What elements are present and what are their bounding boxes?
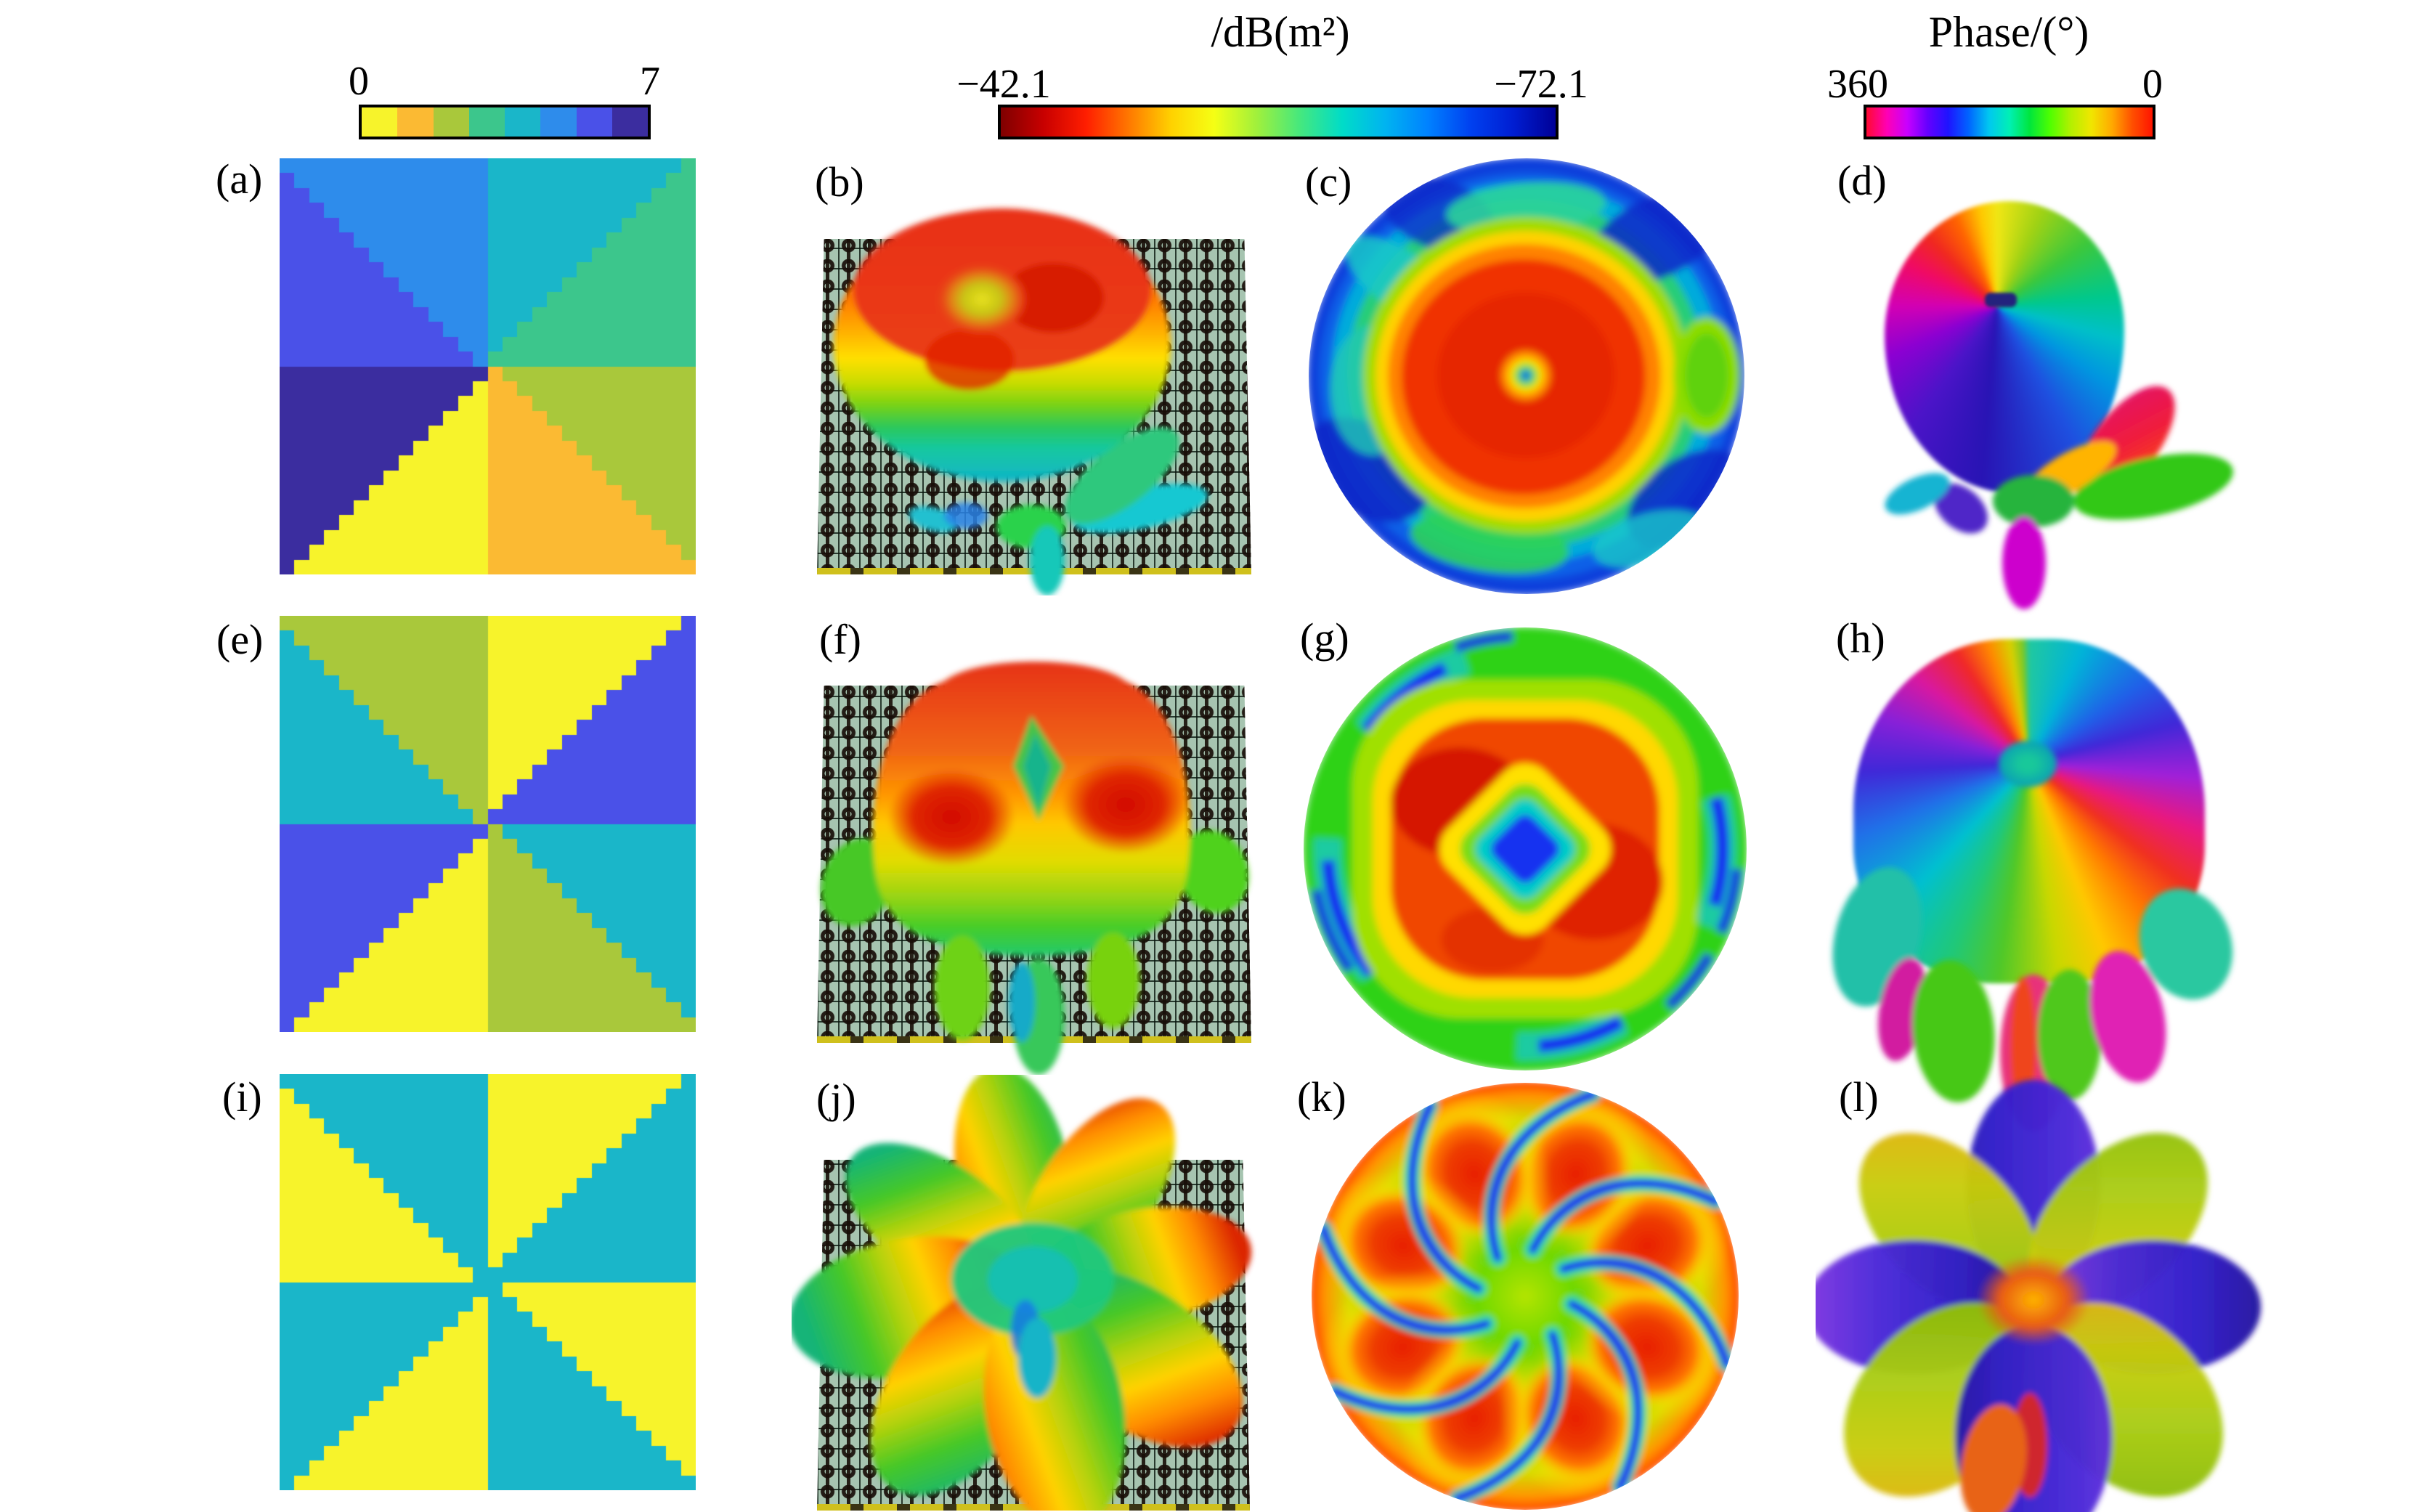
farfield-circle-k: [1312, 1083, 1739, 1510]
j-center: [951, 1223, 1114, 1398]
panel-label-a: (a): [216, 155, 263, 203]
level-swatch: [433, 107, 469, 137]
panel-label-d: (d): [1837, 157, 1887, 204]
phase-pattern-d-notch: [1985, 293, 2017, 307]
phase-pattern-d-body: [1885, 201, 2124, 493]
phase-map-i: [280, 1074, 696, 1490]
level-swatch: [540, 107, 577, 137]
panel-label-e: (e): [216, 616, 264, 663]
colorbar-db-gradient: [998, 105, 1559, 139]
colorbar-phase-max-label: 0: [2142, 62, 2163, 107]
panel-label-g: (g): [1300, 614, 1349, 662]
panel-label-f: (f): [819, 616, 861, 663]
colorbar-levels-min-label: 0: [349, 59, 369, 104]
level-swatch: [397, 107, 434, 137]
k-lobes: [1318, 1089, 1732, 1503]
colorbar-db-max-label: −72.1: [1494, 62, 1588, 107]
colorbar-phase-min-label: 360: [1827, 62, 1888, 107]
farfield-circle-g: [1304, 627, 1747, 1070]
phase-map-a: [280, 158, 696, 574]
beam-pattern-j: [792, 1075, 1251, 1511]
colorbar-db-title: /dB(m²): [1211, 8, 1350, 56]
farfield-circle-c: [1309, 158, 1744, 594]
panel-label-k: (k): [1297, 1073, 1346, 1121]
l-center: [1960, 1255, 2090, 1512]
panel-label-l: (l): [1839, 1073, 1879, 1121]
beam-pattern-b: [834, 208, 1208, 596]
beam-pattern-f: [821, 662, 1249, 1075]
colorbar-levels-max-label: 7: [640, 59, 660, 104]
phase-pattern-l: [1816, 1080, 2261, 1512]
phase-pattern-h-dimple: [1999, 741, 2057, 787]
panel-label-j: (j): [816, 1075, 856, 1122]
level-swatch: [611, 107, 648, 137]
k-spiral-filaments: [1314, 1086, 1736, 1507]
panel-label-h: (h): [1836, 614, 1885, 662]
colorbar-phase-title: Phase/(°): [1928, 8, 2089, 56]
panel-label-b: (b): [815, 158, 864, 206]
level-swatch: [576, 107, 612, 137]
level-swatch: [505, 107, 541, 137]
panel-label-c: (c): [1305, 158, 1352, 206]
phase-map-e: [280, 616, 696, 1032]
colorbar-db-min-label: −42.1: [956, 62, 1051, 107]
panel-label-i: (i): [222, 1073, 262, 1121]
colorbar-levels-swatches: [359, 105, 651, 139]
level-swatch: [468, 107, 505, 137]
level-swatch: [362, 107, 398, 137]
colorbar-phase-gradient: [1864, 105, 2155, 139]
phase-pattern-d-lobes: [1885, 386, 2233, 609]
